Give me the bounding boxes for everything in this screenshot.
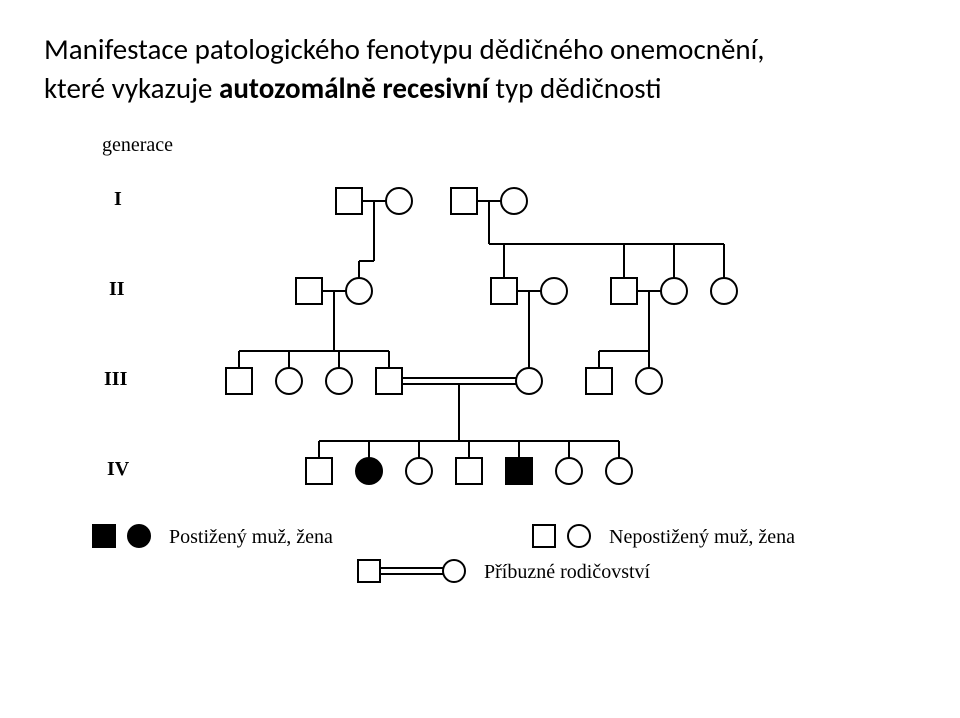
pedigree-node [336,188,362,214]
pedigree-node [606,458,632,484]
title-line2c: typ dědičnosti [495,70,661,106]
pedigree-node [226,368,252,394]
pedigree-node [711,278,737,304]
legend-consang-label: Příbuzné rodičovství [484,561,650,584]
pedigree-node [516,368,542,394]
title-line1: Manifestace patologického fenotypu dědič… [44,31,765,67]
pedigree-node [456,458,482,484]
pedigree-node [276,368,302,394]
pedigree-node [541,278,567,304]
legend-affected-label: Postižený muž, žena [169,526,333,549]
title-block: Manifestace patologického fenotypu dědič… [44,30,916,108]
pedigree-node [346,278,372,304]
legend-unaffected-square [533,525,555,547]
legend-unaffected-circle [568,525,590,547]
pedigree-node [556,458,582,484]
label-gen-3: III [104,368,127,391]
pedigree-node [326,368,352,394]
pedigree-node [451,188,477,214]
pedigree-node [586,368,612,394]
pedigree-node [636,368,662,394]
pedigree-figure: generace I II III IV Postižený muž, žena… [44,126,916,606]
legend-consang-circle [443,560,465,582]
pedigree-node [296,278,322,304]
legend-affected-square [93,525,115,547]
pedigree-node [611,278,637,304]
pedigree-node [386,188,412,214]
pedigree-node [491,278,517,304]
legend-unaffected-label: Nepostižený muž, žena [609,526,795,549]
pedigree-node [306,458,332,484]
slide: Manifestace patologického fenotypu dědič… [0,0,960,718]
title-line2-bold: autozomálně recesivní [219,70,495,106]
title-line2a: které vykazuje [44,70,219,106]
pedigree-node [506,458,532,484]
pedigree-node [406,458,432,484]
label-generation: generace [102,134,173,157]
label-gen-2: II [109,278,125,301]
pedigree-node [501,188,527,214]
legend-affected-circle [128,525,150,547]
pedigree-node [661,278,687,304]
pedigree-node [356,458,382,484]
label-gen-1: I [114,188,122,211]
legend-consang-square [358,560,380,582]
label-gen-4: IV [107,458,129,481]
pedigree-node [376,368,402,394]
